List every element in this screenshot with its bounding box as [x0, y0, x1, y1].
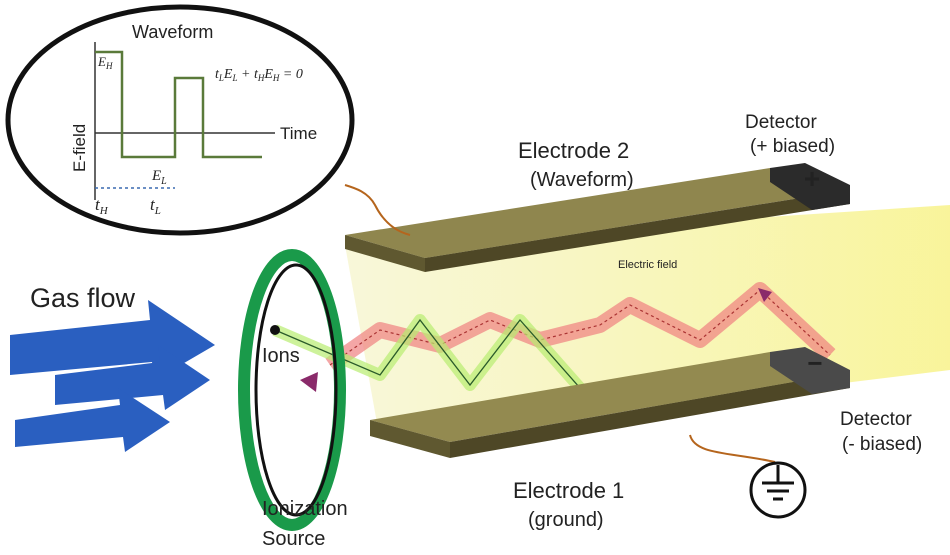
- wire: [344, 184, 411, 236]
- ground-symbol: [749, 461, 807, 519]
- detector-bias: (- biased): [842, 434, 922, 455]
- text-part: t: [254, 67, 259, 82]
- text-part: E: [151, 168, 161, 184]
- text-part: L: [160, 176, 167, 187]
- text-part: E: [223, 67, 233, 82]
- text-part: L: [218, 73, 224, 83]
- ion-marker: [758, 288, 772, 302]
- low-time: tL: [150, 195, 161, 217]
- ionization-ring: [238, 249, 346, 531]
- gas-flow-label: Gas flow: [30, 283, 136, 313]
- ion-dot: [270, 325, 280, 335]
- electrode-label: Electrode 1: [513, 478, 624, 503]
- wire: [689, 434, 776, 463]
- ions-label: Ions: [262, 345, 300, 367]
- gas-arrows: [10, 300, 215, 452]
- electrode-role: (ground): [528, 509, 604, 531]
- text-part: H: [257, 73, 265, 83]
- x-axis-label: Time: [280, 124, 317, 143]
- text-part: E: [97, 54, 106, 69]
- electrode-role: (Waveform): [530, 169, 634, 191]
- detector-label: Detector: [745, 112, 817, 133]
- detector-bottom: [770, 347, 850, 394]
- waveform-inset: Waveform Time E-field EH EL tH tL tLEL +…: [5, 4, 355, 236]
- text-part: H: [272, 73, 280, 83]
- detector-top: [770, 163, 850, 210]
- text-part: = 0: [279, 67, 302, 82]
- ionization-ring-inner: [254, 263, 338, 517]
- electrode-1: [370, 347, 850, 458]
- equation: tLEL + tHEH = 0: [215, 67, 303, 83]
- detector-bias: (+ biased): [750, 136, 835, 157]
- low-field: EL: [151, 168, 167, 187]
- detector-sign: −: [807, 348, 822, 378]
- text-part: E: [263, 67, 273, 82]
- text-part: L: [154, 205, 161, 217]
- y-axis-label: E-field: [70, 124, 89, 172]
- text-part: t: [215, 67, 220, 82]
- text-part: L: [231, 73, 237, 83]
- text-part: t: [150, 195, 156, 214]
- detector-sign: +: [804, 163, 820, 194]
- ion-path-fail-line: [274, 318, 596, 406]
- electrode-2: [345, 163, 850, 272]
- high-field: EH: [97, 54, 113, 71]
- detector-label: Detector: [840, 409, 912, 430]
- ion-marker: [300, 372, 318, 392]
- text-part: H: [105, 61, 113, 71]
- text-part: +: [237, 67, 253, 82]
- source-label: Ionization: [262, 498, 348, 520]
- inset-title: Waveform: [132, 22, 213, 42]
- text-part: H: [99, 205, 109, 217]
- high-time: tH: [95, 195, 109, 217]
- electrode-label: Electrode 2: [518, 138, 629, 163]
- text-part: t: [95, 195, 101, 214]
- field-label: Electric field: [618, 259, 677, 271]
- source-label: Source: [262, 528, 325, 550]
